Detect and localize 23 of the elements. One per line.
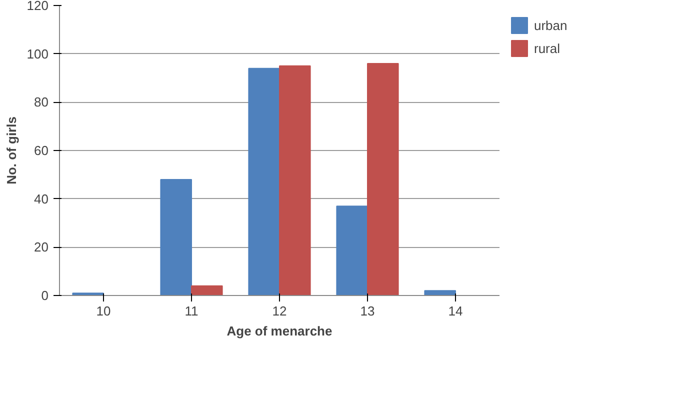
y-tick-label: 20 [34, 240, 49, 255]
y-tick-label: 80 [34, 94, 49, 110]
bar [160, 179, 192, 296]
bar [279, 65, 311, 296]
y-tick-label: 60 [34, 143, 49, 158]
bar [248, 68, 280, 296]
x-tick-label: 14 [448, 304, 463, 318]
legend-label: rural [534, 40, 560, 56]
y-tick-label: 40 [34, 191, 49, 206]
y-tick-label: 0 [41, 288, 49, 303]
y-tick-label: 120 [26, 0, 49, 13]
x-tick-label: 13 [360, 304, 375, 318]
bar [191, 285, 223, 296]
x-tick-label: 11 [184, 304, 198, 318]
bar [336, 206, 368, 296]
bar [367, 63, 399, 296]
x-tick-label: 10 [96, 304, 111, 318]
x-axis-title: Age of menarche [226, 324, 332, 338]
legend-label: urban [534, 18, 568, 32]
x-tick-label: 12 [272, 304, 287, 318]
bar [424, 290, 456, 296]
y-axis-title: No. of girls [4, 116, 19, 184]
y-tick-label: 100 [26, 46, 49, 62]
